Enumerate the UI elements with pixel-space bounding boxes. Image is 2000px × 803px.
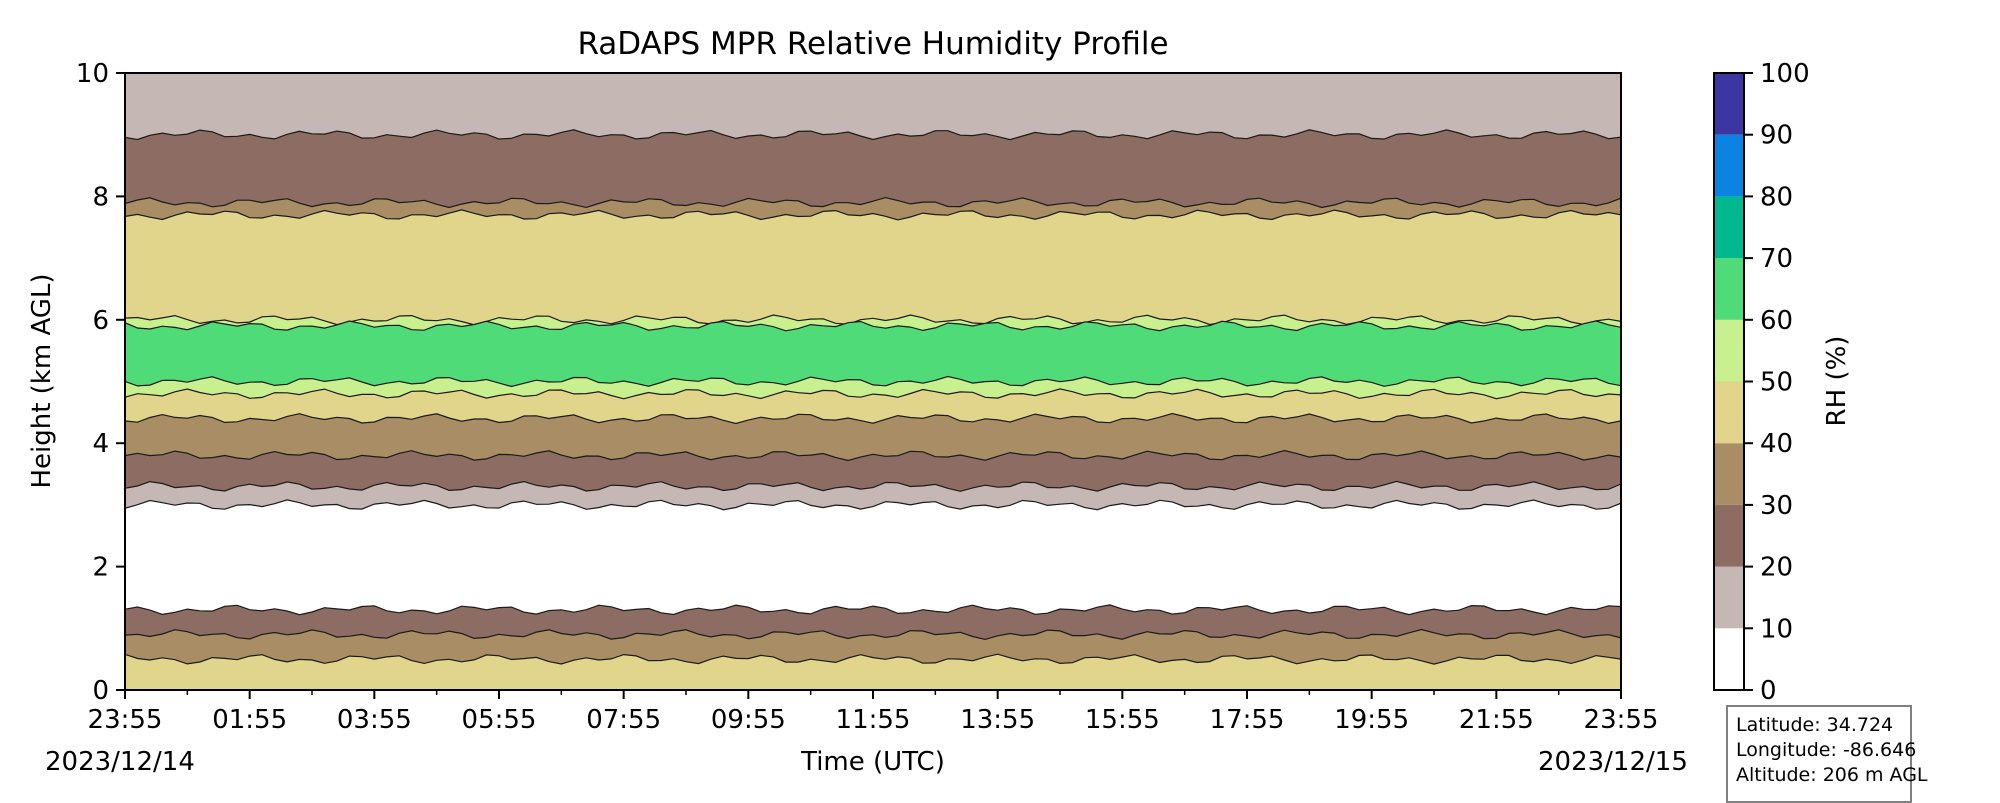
y-tick-label: 4 — [92, 429, 109, 459]
station-info-box: Latitude: 34.724 Longitude: -86.646 Alti… — [1726, 705, 1928, 803]
x-tick-label: 19:55 — [1334, 705, 1409, 735]
colorbar-bin — [1714, 319, 1744, 382]
x-tick-label: 05:55 — [462, 705, 537, 735]
colorbar-bin — [1714, 504, 1744, 567]
chart-title: RaDAPS MPR Relative Humidity Profile — [577, 26, 1168, 62]
altitude-text: Altitude: 206 m AGL — [1736, 764, 1928, 786]
colorbar-bin — [1714, 381, 1744, 444]
colorbar-tick-label: 20 — [1760, 553, 1793, 583]
x-tick-label: 21:55 — [1459, 705, 1534, 735]
x-axis: 23:55 01:55 03:55 05:55 07:55 09:55 11:55 13:55… — [88, 690, 1659, 735]
x-tick-label: 23:55 — [1584, 705, 1659, 735]
rh-layer-40-50 — [125, 653, 1621, 690]
colorbar-tick-label: 100 — [1760, 59, 1810, 89]
end-date-label: 2023/12/15 — [1538, 747, 1688, 777]
colorbar-bin — [1714, 628, 1744, 690]
colorbar-tick-label: 70 — [1760, 244, 1793, 274]
colorbar: 0 10 20 30 40 50 60 70 80 90 100 — [1713, 59, 1810, 706]
colorbar-bin — [1714, 443, 1744, 505]
colorbar-bin — [1714, 566, 1744, 629]
rh-layer-0-10 — [125, 499, 1621, 622]
colorbar-tick-label: 0 — [1760, 676, 1777, 706]
colorbar-tick-label: 30 — [1760, 491, 1793, 521]
x-tick-label: 03:55 — [337, 705, 412, 735]
x-tick-label: 11:55 — [836, 705, 911, 735]
colorbar-bin — [1714, 73, 1744, 135]
y-tick-label: 10 — [76, 59, 109, 89]
longitude-text: Longitude: -86.646 — [1736, 739, 1917, 761]
colorbar-bin — [1714, 134, 1744, 197]
colorbar-tick-label: 90 — [1760, 121, 1793, 151]
x-tick-label: 23:55 — [88, 705, 163, 735]
colorbar-bin — [1714, 258, 1744, 320]
y-tick-label: 6 — [92, 306, 109, 336]
start-date-label: 2023/12/14 — [45, 747, 195, 777]
colorbar-tick-label: 40 — [1760, 429, 1793, 459]
x-tick-label: 09:55 — [711, 705, 786, 735]
colorbar-bin — [1714, 196, 1744, 259]
colorbar-tick-label: 10 — [1760, 614, 1793, 644]
x-tick-label: 17:55 — [1210, 705, 1285, 735]
contour-layers — [125, 73, 1621, 690]
x-tick-label: 01:55 — [212, 705, 287, 735]
colorbar-tick-label: 60 — [1760, 306, 1793, 336]
y-axis: 0 2 4 6 8 10 — [76, 59, 125, 706]
colorbar-label: RH (%) — [1822, 336, 1852, 427]
rh-layer-60-70 — [125, 320, 1621, 388]
y-tick-label: 0 — [92, 676, 109, 706]
x-axis-label: Time (UTC) — [800, 747, 945, 777]
latitude-text: Latitude: 34.724 — [1736, 714, 1894, 736]
x-tick-label: 15:55 — [1085, 705, 1160, 735]
y-tick-label: 2 — [92, 553, 109, 583]
colorbar-tick-label: 50 — [1760, 368, 1793, 398]
y-tick-label: 8 — [92, 182, 109, 212]
colorbar-tick-label: 80 — [1760, 182, 1793, 212]
y-axis-label: Height (km AGL) — [27, 273, 57, 488]
x-tick-label: 13:55 — [960, 705, 1035, 735]
x-tick-label: 07:55 — [586, 705, 661, 735]
